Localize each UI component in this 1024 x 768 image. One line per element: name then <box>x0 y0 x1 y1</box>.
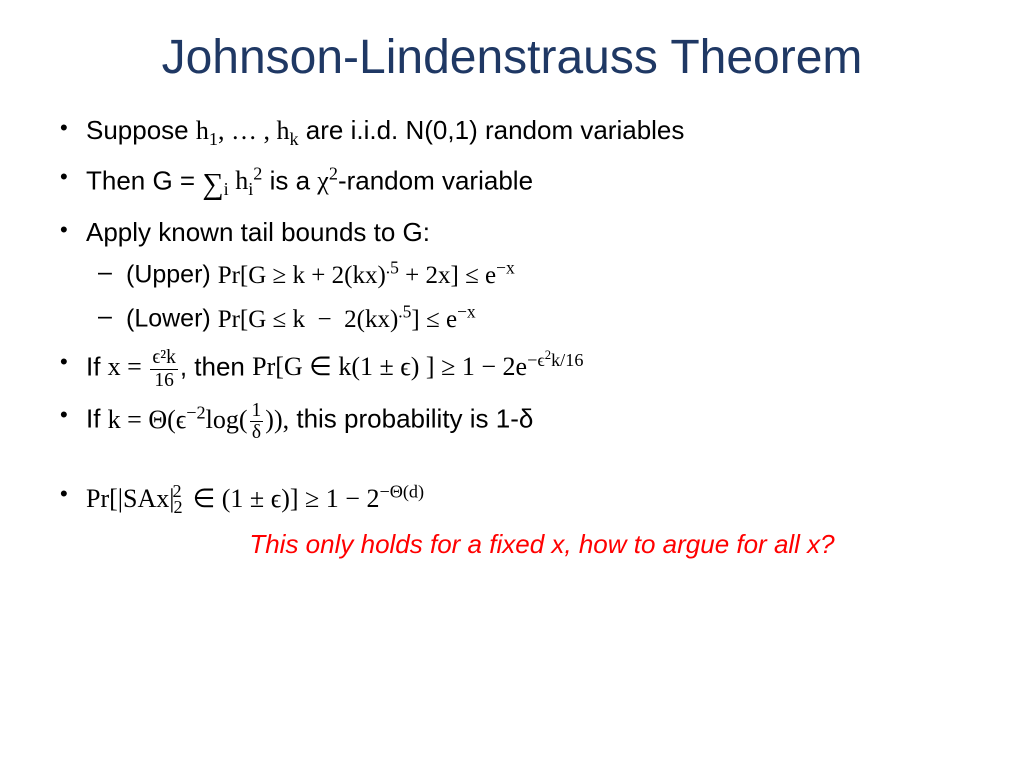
b3-text: Apply known tail bounds to G: <box>86 217 430 247</box>
b6-math: Pr[|SAx|22∈ (1 ± ϵ)] ≥ 1 − 2−Θ(d) <box>86 484 424 513</box>
b2-pre: Then G = <box>86 165 202 195</box>
b1-post: are i.i.d. N(0,1) random variables <box>299 115 685 145</box>
b4-mid: , then <box>180 351 252 381</box>
sub-bullet-list: (Upper) Pr[G ≥ k + 2(kx).5 + 2x] ≤ e−x (… <box>86 256 974 336</box>
lower-math: Pr[G ≤ k − 2(kx).5] ≤ e−x <box>218 306 476 333</box>
bullet-1: Suppose h1, … , hk are i.i.d. N(0,1) ran… <box>50 113 974 152</box>
upper-math: Pr[G ≥ k + 2(kx).5 + 2x] ≤ e−x <box>218 262 515 289</box>
bullet-2: Then G = ∑i hi2 is a χ2-random variable <box>50 162 974 206</box>
sub-bullet-upper: (Upper) Pr[G ≥ k + 2(kx).5 + 2x] ≤ e−x <box>86 256 974 292</box>
bullet-3: Apply known tail bounds to G: (Upper) Pr… <box>50 215 974 336</box>
b4-pre: If <box>86 351 108 381</box>
b2-chi: χ2 <box>317 166 338 195</box>
footnote-question: This only holds for a fixed x, how to ar… <box>50 529 974 560</box>
b1-pre: Suppose <box>86 115 196 145</box>
b5-k: k = Θ(ϵ−2log(1δ)), <box>108 405 289 434</box>
b2-math: ∑i hi2 <box>202 166 262 195</box>
b2-post: -random variable <box>338 165 533 195</box>
b4-math: Pr[G ∈ k(1 ± ϵ) ] ≥ 1 − 2e−ϵ2k/16 <box>252 352 583 381</box>
bullet-5: If k = Θ(ϵ−2log(1δ)), this probability i… <box>50 400 974 443</box>
b4-x: x = ϵ²k16 <box>108 352 180 381</box>
b5-post: this probability is 1-δ <box>289 404 533 434</box>
b5-pre: If <box>86 404 108 434</box>
bullet-list: Suppose h1, … , hk are i.i.d. N(0,1) ran… <box>50 113 974 519</box>
lower-label: (Lower) <box>126 305 218 333</box>
b2-mid: is a <box>262 165 317 195</box>
bullet-4: If x = ϵ²k16, then Pr[G ∈ k(1 ± ϵ) ] ≥ 1… <box>50 347 974 391</box>
slide-title: Johnson-Lindenstrauss Theorem <box>50 30 974 85</box>
upper-label: (Upper) <box>126 261 218 289</box>
b1-math: h1, … , hk <box>196 116 299 145</box>
sub-bullet-lower: (Lower) Pr[G ≤ k − 2(kx).5] ≤ e−x <box>86 300 974 336</box>
bullet-6: Pr[|SAx|22∈ (1 ± ϵ)] ≥ 1 − 2−Θ(d) <box>50 479 974 519</box>
